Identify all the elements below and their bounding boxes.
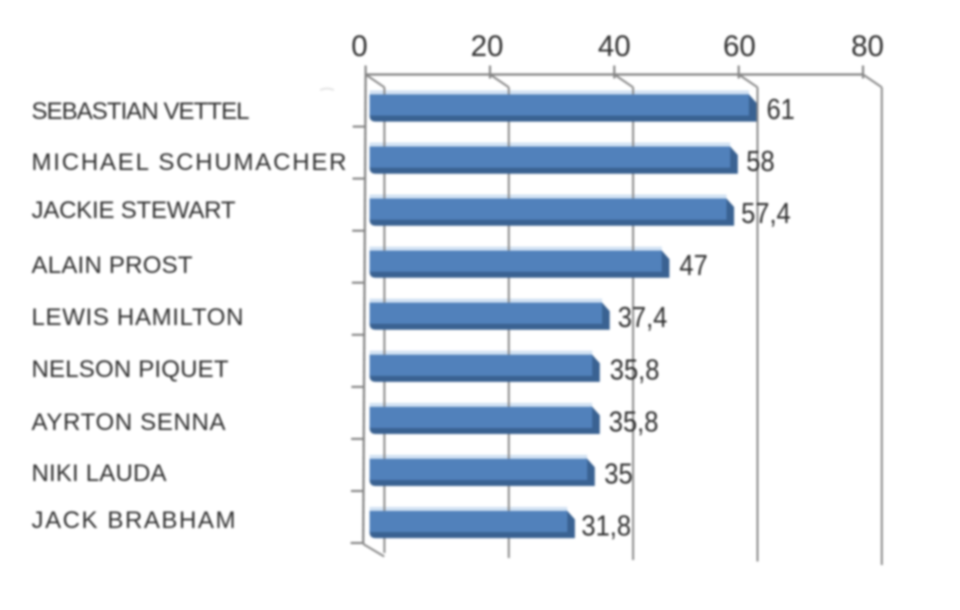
svg-text:JACKIE STEWART: JACKIE STEWART xyxy=(32,197,236,224)
svg-text:80: 80 xyxy=(851,30,884,63)
svg-text:20: 20 xyxy=(471,30,504,63)
svg-text:58: 58 xyxy=(746,145,774,178)
svg-text:31,8: 31,8 xyxy=(581,509,631,542)
svg-text:ALAIN PROST: ALAIN PROST xyxy=(32,252,193,279)
svg-text:JACK BRABHAM: JACK BRABHAM xyxy=(32,507,236,534)
svg-text:60: 60 xyxy=(723,30,756,63)
svg-text:0: 0 xyxy=(351,30,367,63)
svg-text:37,4: 37,4 xyxy=(618,301,668,334)
svg-text:61: 61 xyxy=(766,92,794,125)
svg-text:35: 35 xyxy=(604,457,632,490)
svg-text:LEWIS HAMILTON: LEWIS HAMILTON xyxy=(32,304,244,331)
svg-text:NIKI LAUDA: NIKI LAUDA xyxy=(32,460,167,487)
svg-text:35,8: 35,8 xyxy=(610,353,660,386)
svg-text:NELSON PIQUET: NELSON PIQUET xyxy=(32,356,229,383)
svg-text:AYRTON SENNA: AYRTON SENNA xyxy=(32,409,226,436)
svg-text:40: 40 xyxy=(598,30,631,63)
svg-text:57,4: 57,4 xyxy=(741,197,791,230)
svg-text:MICHAEL SCHUMACHER: MICHAEL SCHUMACHER xyxy=(32,149,347,176)
svg-text:SEBASTIAN VETTEL: SEBASTIAN VETTEL xyxy=(32,98,250,125)
svg-text:47: 47 xyxy=(679,249,707,282)
svg-text:35,8: 35,8 xyxy=(609,405,659,438)
